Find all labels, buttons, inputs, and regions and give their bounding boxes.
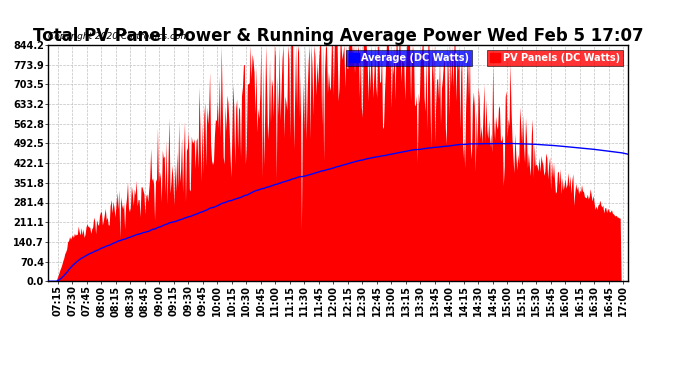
Text: Copyright 2020 Cartronics.com: Copyright 2020 Cartronics.com [48,33,190,42]
Title: Total PV Panel Power & Running Average Power Wed Feb 5 17:07: Total PV Panel Power & Running Average P… [33,27,643,45]
Legend: PV Panels (DC Watts): PV Panels (DC Watts) [487,50,623,66]
